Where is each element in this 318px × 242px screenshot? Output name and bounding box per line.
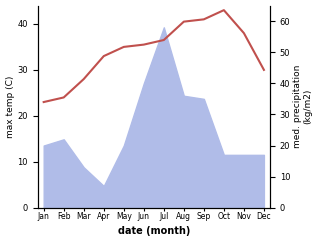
Y-axis label: med. precipitation
(kg/m2): med. precipitation (kg/m2) xyxy=(293,65,313,148)
Y-axis label: max temp (C): max temp (C) xyxy=(5,76,15,138)
X-axis label: date (month): date (month) xyxy=(118,227,190,236)
